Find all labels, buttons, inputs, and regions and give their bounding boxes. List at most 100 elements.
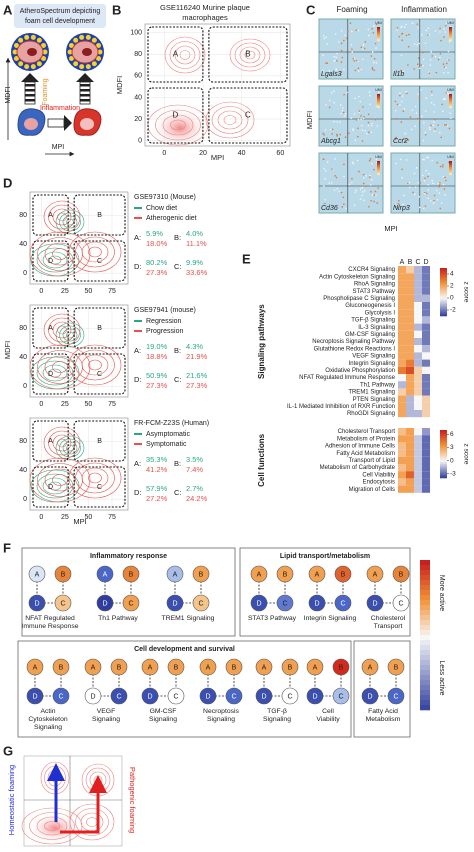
density-contour (57, 438, 67, 448)
colorbar-step (440, 476, 447, 479)
cell-dot (408, 33, 410, 36)
y-axis-label: MDFI (305, 111, 314, 129)
node-letter: C (198, 600, 203, 607)
density-contour (162, 114, 194, 136)
lipid-droplet (85, 34, 91, 40)
heatmap-cell (414, 471, 422, 479)
heatmap-cell (414, 456, 422, 464)
cell-nucleus (27, 48, 37, 56)
legend-gradient (420, 595, 430, 601)
cell-dot (371, 27, 373, 30)
cell-dot (422, 158, 424, 161)
cell-dot (449, 112, 451, 115)
heatmap-cell (422, 464, 430, 472)
legend-gradient (420, 610, 430, 616)
column-header: A (400, 259, 405, 266)
heatmap-cell (406, 294, 414, 302)
lipid-droplet (97, 49, 103, 55)
density-contour (68, 344, 122, 386)
cell-dot (322, 132, 324, 135)
node-letter: C (282, 600, 287, 607)
colorbar-step (440, 276, 447, 279)
heatmap-cell (398, 442, 406, 450)
item-label: TREM1 Signaling (162, 615, 215, 622)
cell-dot (396, 140, 398, 142)
cell-dot (361, 186, 364, 189)
lipid-droplet (91, 37, 97, 43)
x-tick-label: 50 (85, 514, 93, 521)
item-label: Cholesterol (371, 615, 406, 622)
cell-dot (439, 182, 441, 184)
cell-dot (445, 66, 447, 69)
cell-dot (424, 177, 426, 180)
cell-dot (416, 117, 419, 120)
lipid-droplet (41, 42, 47, 48)
legend-gradient (420, 700, 430, 706)
panel-b-title: macrophages (182, 13, 228, 22)
node-letter: D (205, 693, 210, 700)
density-contour (43, 426, 81, 460)
cell-dot (373, 58, 376, 60)
heatmap-cell (406, 316, 414, 324)
cell-dot (431, 179, 434, 182)
colorbar-step (440, 448, 447, 451)
node-letter: B (283, 571, 288, 578)
cell-dot (360, 118, 362, 121)
activity-node (250, 594, 268, 612)
cell-dot (418, 95, 421, 98)
group-title: Cell development and survival (134, 646, 235, 653)
cell-dot (346, 91, 349, 94)
density-contour (52, 361, 68, 373)
activity-node (255, 687, 273, 705)
activity-node (392, 594, 410, 612)
cell-dot (427, 189, 430, 191)
cell-dot (420, 89, 422, 91)
density-contour (69, 803, 115, 841)
cell-dot (340, 191, 343, 194)
panel-letter: E (242, 251, 251, 266)
quadrant-label: A (173, 50, 179, 59)
activity-node (54, 565, 72, 583)
cell-dot (340, 61, 343, 63)
colorbar-step (440, 274, 447, 277)
legend-high: More active (438, 575, 445, 611)
quadrant-label: C (97, 258, 102, 265)
y-tick-label: 0 (138, 137, 142, 144)
legend-label: Atherogenic diet (146, 215, 197, 222)
cell-dot (340, 30, 343, 32)
quadrant-box (73, 307, 126, 349)
cell-dot (328, 106, 331, 109)
cell-dot (433, 194, 436, 197)
cell-dot (347, 30, 349, 33)
lipid-droplet (96, 56, 102, 62)
density-contour (229, 38, 271, 72)
x-tick-label: 25 (61, 401, 69, 408)
density-contour (42, 251, 68, 269)
cell-dot (329, 99, 331, 102)
panel-b-title: GSE116240 Murine plaque (160, 3, 250, 12)
cell-dot (375, 47, 377, 49)
heatmap-cell (414, 280, 422, 288)
row-label: PTEN Signaling (353, 397, 395, 403)
heatmap-cell (398, 273, 406, 281)
heatmap-cell (414, 309, 422, 317)
lipid-droplet (67, 49, 73, 55)
quadrant-box (32, 466, 69, 508)
y-tick-label: 40 (134, 94, 142, 101)
colorbar-step (440, 470, 447, 473)
cell-dot (446, 125, 449, 127)
cell-dot (355, 59, 358, 62)
quadrant-box (208, 26, 288, 83)
activity-node (199, 658, 217, 676)
cell-dot (342, 196, 345, 199)
cell-dot (419, 67, 421, 70)
density-contour (217, 110, 243, 130)
cell-dot (403, 26, 406, 28)
x-tick-label: 25 (61, 288, 69, 295)
umi-label: UMI (447, 155, 453, 159)
quadrant-percent: 21.9% (186, 352, 208, 361)
cell-dot (351, 30, 353, 33)
cell-dot (352, 129, 354, 132)
umi-label: UMI (375, 88, 381, 92)
cell-dot (357, 70, 360, 72)
